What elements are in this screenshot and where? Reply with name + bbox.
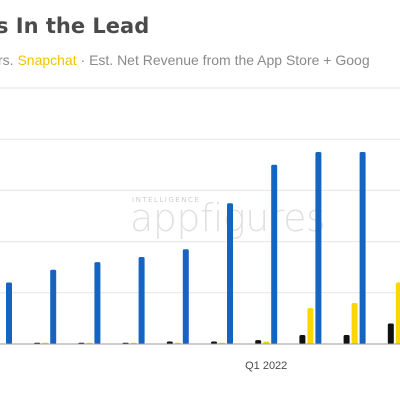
bar-series-yellow (351, 303, 358, 344)
bar-series-blue (138, 256, 145, 344)
bar-series-blue (271, 164, 278, 344)
bar-series-blue (227, 203, 233, 344)
bar-series-blue (6, 282, 12, 344)
bar-series-yellow (263, 341, 270, 344)
bar-series-black (211, 341, 217, 344)
bar-series-blue (50, 269, 57, 344)
watermark-intelligence-label: INTELLIGENCE (132, 196, 201, 204)
bar-series-blue (359, 152, 366, 344)
subtitle-prefix: rs. (0, 52, 14, 68)
x-tick-label: Q1 2022 (245, 360, 287, 372)
chart-title: s In the Lead (0, 14, 150, 38)
bar-series-blue (94, 262, 101, 344)
subtitle-snapchat: Snapchat (17, 52, 77, 68)
bar-series-black (343, 335, 350, 344)
chart-subtitle: rs. Snapchat · Est. Net Revenue from the… (0, 52, 370, 68)
bar-series-black (299, 335, 306, 344)
bar-series-black (166, 341, 173, 344)
bar-series-blue (315, 152, 322, 344)
bar-series-black (387, 323, 394, 344)
bar-series-blue (182, 249, 189, 344)
bar-series-yellow (395, 282, 400, 344)
gridlines (0, 87, 400, 294)
bar-series-black (255, 340, 262, 344)
bar-series-yellow (307, 308, 314, 344)
subtitle-suffix: · Est. Net Revenue from the App Store + … (76, 52, 370, 68)
